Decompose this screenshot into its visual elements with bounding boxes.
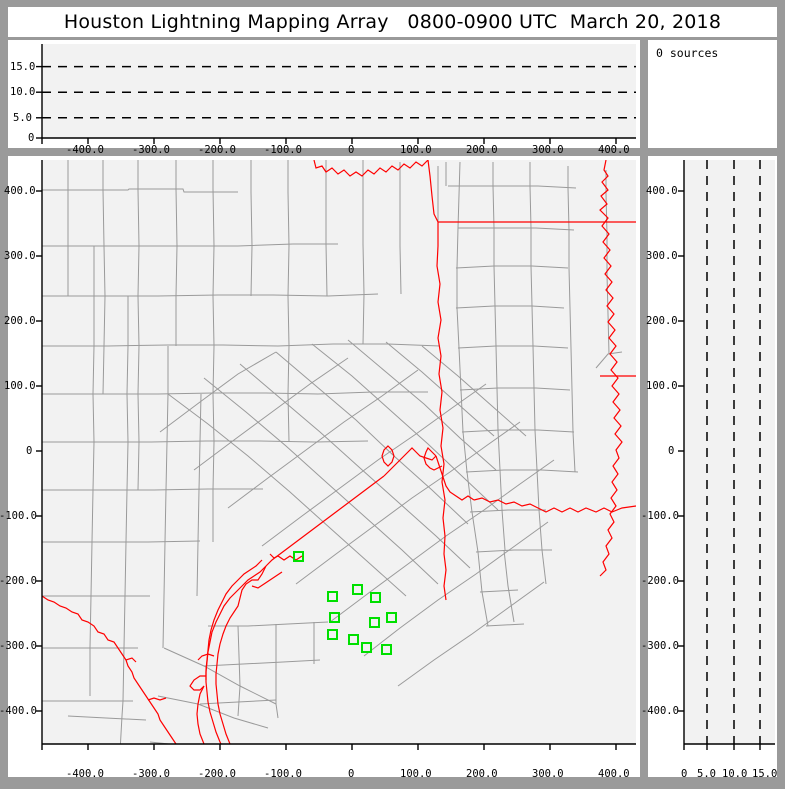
right-ytick-label--200: -200.0 — [641, 575, 679, 587]
station-marker[interactable] — [381, 644, 392, 655]
right-ytick-label--100: -100.0 — [641, 510, 679, 522]
ytick-label-10: 10.0 — [10, 86, 36, 98]
plan-view-map-panel[interactable]: 400.0 300.0 200.0 100.0 0 -100.0 -200.0 … — [0, 156, 640, 777]
northern-counties — [445, 162, 478, 187]
map-ytick-label-300: 300.0 — [4, 250, 36, 262]
station-marker[interactable] — [293, 551, 304, 562]
xtick-label--400: -400.0 — [66, 144, 104, 156]
time-height-xticklabels: -400.0 -300.0 -200.0 -100.0 0 100.0 200.… — [8, 144, 640, 162]
coastline — [42, 445, 636, 744]
xtick-label--300: -300.0 — [132, 144, 170, 156]
map-ytick-label-0: 0 — [26, 445, 33, 457]
time-height-panel: 15.0 10.0 5.0 0 — [8, 40, 640, 148]
station-marker[interactable] — [352, 584, 363, 595]
state-borders — [313, 160, 636, 601]
map-ytick-label--300: -300.0 — [0, 640, 37, 652]
ytick-label-0: 0 — [28, 132, 35, 144]
map-ytick-label-400: 400.0 — [4, 185, 36, 197]
right-xticklabels: 0 5.0 10.0 15.0 — [648, 768, 777, 789]
right-x-ticks — [683, 744, 761, 750]
right-ytick-label-400: 400.0 — [646, 185, 678, 197]
map-ytick-label-200: 200.0 — [4, 315, 36, 327]
station-marker[interactable] — [327, 629, 338, 640]
time-height-plotarea — [42, 44, 636, 138]
map-plotarea — [42, 160, 636, 744]
right-ytick-label--300: -300.0 — [641, 640, 679, 652]
right-xtick-label-0: 0 — [681, 768, 688, 780]
map-xtick-label-100: 100.0 — [400, 768, 432, 780]
station-marker[interactable] — [361, 642, 372, 653]
height-latitude-plot — [678, 160, 775, 750]
station-markers[interactable] — [293, 551, 397, 655]
map-xtick-label-400: 400.0 — [598, 768, 630, 780]
time-height-plot — [36, 44, 636, 144]
map-xtick-label--400: -400.0 — [66, 768, 104, 780]
map-xticklabels: -400.0 -300.0 -200.0 -100.0 0 100.0 200.… — [8, 768, 640, 789]
xtick-label-200: 200.0 — [466, 144, 498, 156]
station-marker[interactable] — [369, 617, 380, 628]
map-ytick-label--400: -400.0 — [0, 705, 37, 717]
xtick-label-300: 300.0 — [532, 144, 564, 156]
title-bar: Houston Lightning Mapping Array 0800-090… — [8, 7, 777, 37]
map-ytick-label-100: 100.0 — [4, 380, 36, 392]
ytick-label-5: 5.0 — [13, 112, 32, 124]
map-x-ticks — [41, 744, 617, 750]
map-ytick-label--100: -100.0 — [0, 510, 37, 522]
map-xtick-label--300: -300.0 — [132, 768, 170, 780]
station-marker[interactable] — [327, 591, 338, 602]
right-ytick-label-100: 100.0 — [646, 380, 678, 392]
station-marker[interactable] — [329, 612, 340, 623]
county-borders — [42, 160, 623, 744]
right-plotarea — [684, 160, 775, 744]
right-xtick-label-15: 15.0 — [752, 768, 778, 780]
map-ytick-label--200: -200.0 — [0, 575, 37, 587]
xtick-label-100: 100.0 — [400, 144, 432, 156]
xtick-label--100: -100.0 — [264, 144, 302, 156]
station-marker[interactable] — [370, 592, 381, 603]
right-ytick-label-200: 200.0 — [646, 315, 678, 327]
station-marker[interactable] — [348, 634, 359, 645]
xtick-label-400: 400.0 — [598, 144, 630, 156]
right-y-ticks — [678, 190, 684, 712]
map-xtick-label-300: 300.0 — [532, 768, 564, 780]
xtick-label--200: -200.0 — [198, 144, 236, 156]
map-y-ticks — [36, 190, 42, 712]
ytick-label-15: 15.0 — [10, 61, 36, 73]
xtick-label-0: 0 — [348, 144, 355, 156]
height-latitude-panel: 400.0 300.0 200.0 100.0 0 -100.0 -200.0 … — [641, 156, 777, 777]
map-geography — [42, 160, 636, 744]
map-xtick-label-200: 200.0 — [466, 768, 498, 780]
x-ticks — [41, 138, 617, 144]
page-title: Houston Lightning Mapping Array 0800-090… — [63, 11, 722, 33]
sources-panel: 0 sources — [648, 40, 777, 148]
right-ytick-label-300: 300.0 — [646, 250, 678, 262]
plan-view-map-plot[interactable] — [8, 156, 640, 777]
right-xtick-label-10: 10.0 — [722, 768, 748, 780]
map-xtick-label--200: -200.0 — [198, 768, 236, 780]
map-xtick-label-0: 0 — [348, 768, 355, 780]
right-xtick-label-5: 5.0 — [697, 768, 716, 780]
map-xtick-label--100: -100.0 — [264, 768, 302, 780]
station-marker[interactable] — [386, 612, 397, 623]
source-count-label: 0 sources — [656, 46, 719, 60]
right-ytick-label-0: 0 — [668, 445, 675, 457]
right-ytick-label--400: -400.0 — [641, 705, 679, 717]
